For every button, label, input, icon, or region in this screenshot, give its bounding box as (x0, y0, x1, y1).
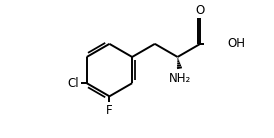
Text: F: F (106, 104, 113, 117)
Text: O: O (196, 4, 205, 17)
Text: NH₂: NH₂ (169, 72, 191, 85)
Text: OH: OH (227, 37, 245, 50)
Text: Cl: Cl (68, 77, 79, 90)
